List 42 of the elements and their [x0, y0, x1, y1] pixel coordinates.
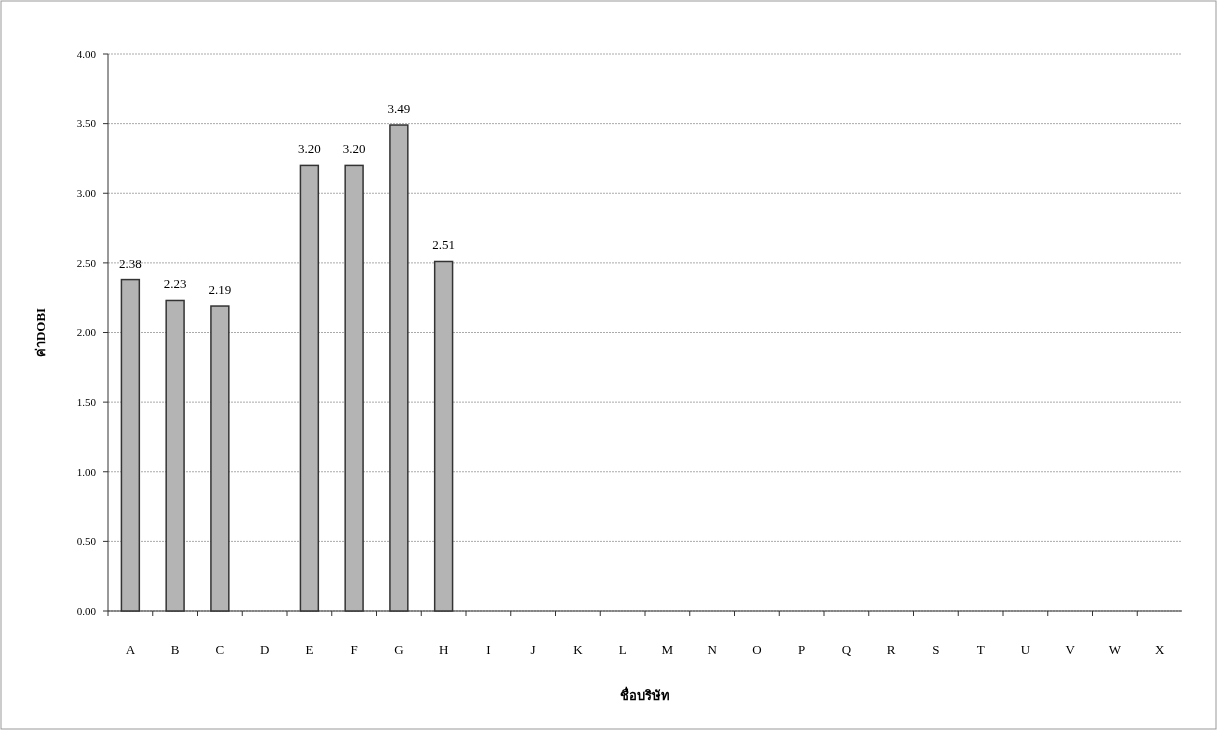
y-axis-title: ค่าDOBI — [33, 307, 48, 358]
x-tick-label: E — [305, 642, 314, 657]
y-tick-label: 0.00 — [76, 604, 97, 617]
data-label: 3.20 — [298, 141, 321, 157]
x-tick-label: H — [438, 642, 449, 657]
x-tick-label: D — [259, 642, 270, 657]
x-tick-label: A — [125, 642, 136, 657]
x-tick-label: M — [661, 642, 674, 657]
data-label: 3.49 — [387, 101, 411, 117]
x-tick-label: X — [1154, 642, 1165, 657]
y-tick-label: 0.50 — [76, 535, 97, 548]
x-tick-label: L — [618, 642, 627, 657]
y-tick-label: 1.00 — [76, 465, 97, 478]
x-tick-label: O — [752, 642, 762, 657]
x-tick-label: V — [1065, 642, 1076, 657]
x-tick-label: F — [350, 642, 358, 657]
data-label: 2.38 — [119, 255, 142, 271]
x-tick-label: K — [573, 642, 584, 657]
data-label: 2.23 — [163, 276, 187, 292]
x-tick-label: J — [530, 642, 536, 657]
y-tick-label: 4.00 — [76, 47, 97, 60]
x-tick-label: T — [976, 642, 985, 657]
x-tick-label: I — [486, 642, 491, 657]
y-tick-label: 2.50 — [76, 256, 97, 269]
y-tick-label: 2.00 — [76, 326, 97, 339]
x-tick-label: G — [394, 642, 404, 657]
x-tick-label: B — [170, 642, 180, 657]
x-tick-label: S — [932, 642, 940, 657]
y-tick-label: 3.50 — [76, 117, 97, 130]
x-tick-label: C — [215, 642, 225, 657]
y-tick-label: 3.00 — [76, 187, 97, 200]
x-tick-label: U — [1020, 642, 1031, 657]
x-tick-label: Q — [841, 642, 852, 657]
x-tick-label: R — [886, 642, 896, 657]
x-tick-label: W — [1108, 642, 1122, 657]
data-label: 3.20 — [342, 141, 366, 157]
x-tick-label: N — [707, 642, 718, 657]
y-tick-label: 1.50 — [76, 395, 97, 408]
data-label: 2.51 — [432, 237, 455, 253]
x-tick-label: P — [798, 642, 806, 657]
data-label: 2.19 — [208, 282, 232, 298]
x-axis-title: ชื่อบริษัท — [620, 686, 670, 703]
